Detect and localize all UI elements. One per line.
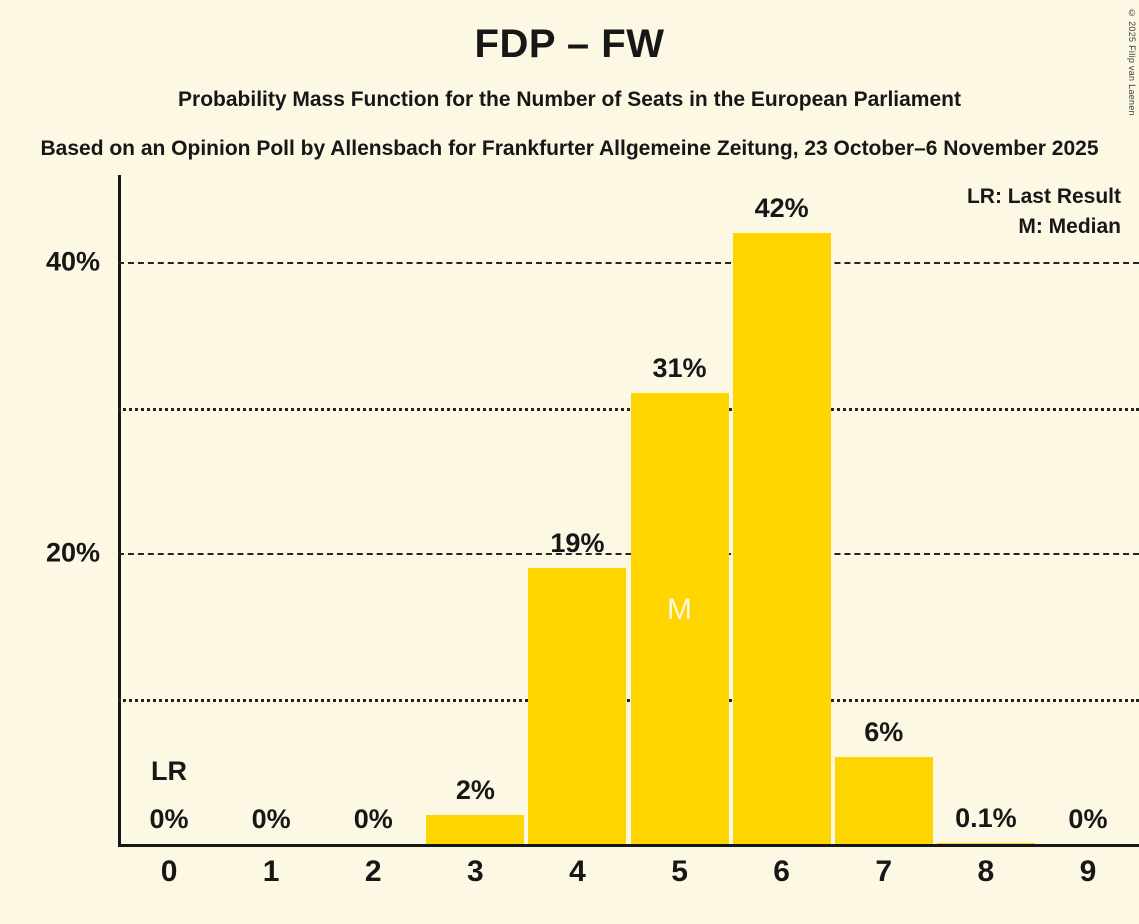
bar-value-label: 6% — [864, 716, 904, 747]
legend-item-last-result: LR: Last Result — [966, 185, 1121, 208]
x-axis-tick-label: 9 — [1079, 855, 1097, 888]
x-axis-tick-label: 5 — [671, 855, 688, 888]
x-axis-tick-label: 4 — [569, 855, 586, 888]
x-axis-tick-label: 7 — [875, 855, 893, 888]
x-axis-tick-label: 6 — [773, 855, 790, 888]
chart-subtitle: Probability Mass Function for the Number… — [178, 88, 961, 111]
bar-value-label: 2% — [455, 774, 495, 805]
bar-value-label: 0% — [251, 804, 291, 834]
y-axis-tick-label: 20% — [45, 537, 100, 568]
gridline-solid — [118, 262, 1139, 264]
last-result-marker: LR — [151, 756, 188, 786]
chart-legend: LR: Last Result M: Median — [967, 182, 1121, 243]
gridline-dotted — [118, 407, 1139, 411]
bar[interactable] — [426, 814, 525, 844]
gridline-solid — [118, 553, 1139, 555]
chart-title: FDP – FW — [474, 22, 665, 66]
copyright-notice: © 2025 Filip van Laenen — [1127, 8, 1137, 116]
x-axis-tick-label: 8 — [977, 855, 995, 888]
bar-value-label: 0.1% — [955, 802, 1017, 833]
legend-item-median: M: Median — [1018, 215, 1121, 239]
bar-value-label: 0% — [1068, 804, 1108, 834]
bar-value-label: 42% — [754, 192, 809, 223]
x-axis-tick-label: 2 — [364, 855, 382, 888]
x-axis-tick-label: 1 — [262, 855, 280, 888]
bar[interactable] — [528, 567, 627, 844]
bar[interactable] — [732, 232, 831, 844]
x-axis-line — [118, 844, 1139, 847]
median-marker: M — [667, 592, 693, 626]
bar-value-label: 0% — [353, 804, 393, 834]
y-axis-tick-label: 40% — [45, 246, 100, 277]
chart-source-subtitle: Based on an Opinion Poll by Allensbach f… — [40, 137, 1099, 160]
bar[interactable] — [834, 756, 933, 844]
gridline-dotted — [118, 698, 1139, 702]
bar[interactable] — [630, 392, 729, 844]
bar-value-label: 0% — [149, 804, 189, 834]
plot-area: 20% 40% 0% 0 0% 1 0% 2 2% 3 19% 4 31% 5 42% 6 6% 7 0.1% 8 0%… — [46, 175, 1139, 888]
bar[interactable] — [936, 842, 1035, 844]
bar-value-label: 31% — [652, 352, 707, 383]
x-axis-tick-label: 3 — [467, 855, 484, 888]
bar-value-label: 19% — [550, 527, 605, 558]
y-axis-line — [118, 175, 121, 847]
x-axis-tick-label: 0 — [160, 855, 178, 888]
